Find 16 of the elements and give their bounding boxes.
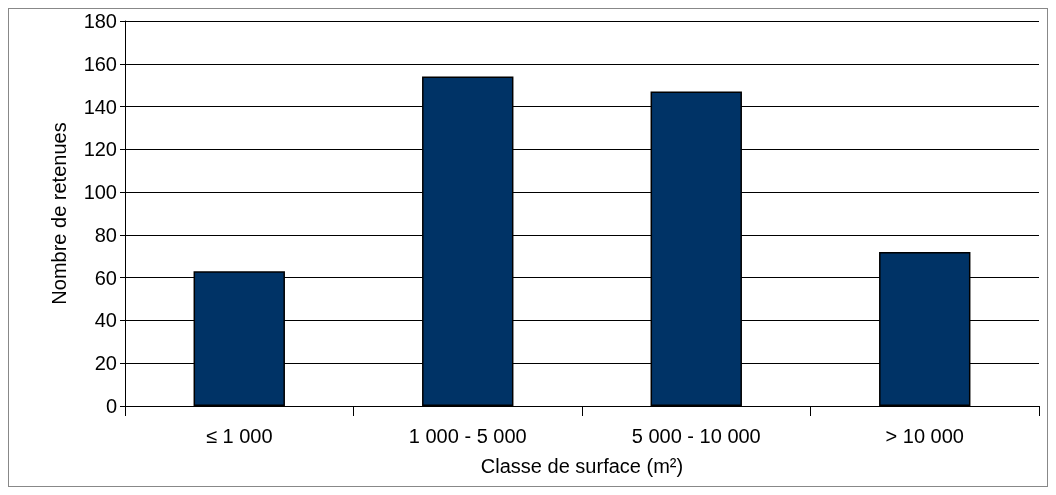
y-tick-label: 0 — [105, 395, 117, 417]
x-tick-label: ≤ 1 000 — [205, 425, 273, 447]
y-tick-label: 60 — [94, 266, 117, 289]
y-tick-label: 120 — [83, 138, 117, 161]
y-tick-label: 160 — [83, 52, 117, 75]
y-tick-label: 140 — [83, 95, 117, 118]
y-axis-title: Nombre de retenues — [48, 122, 70, 305]
x-axis-title: Classe de surface (m²) — [480, 455, 684, 477]
y-tick-label: 40 — [94, 309, 117, 332]
x-tick-label: 5 000 - 10 000 — [631, 425, 761, 447]
x-tick-label: > 10 000 — [885, 425, 964, 447]
x-tick-label: 1 000 - 5 000 — [408, 425, 527, 447]
y-tick-label: 80 — [94, 223, 117, 246]
y-tick-label: 100 — [83, 181, 117, 204]
y-tick-label: 20 — [94, 352, 117, 375]
y-tick-label: 180 — [83, 10, 117, 32]
